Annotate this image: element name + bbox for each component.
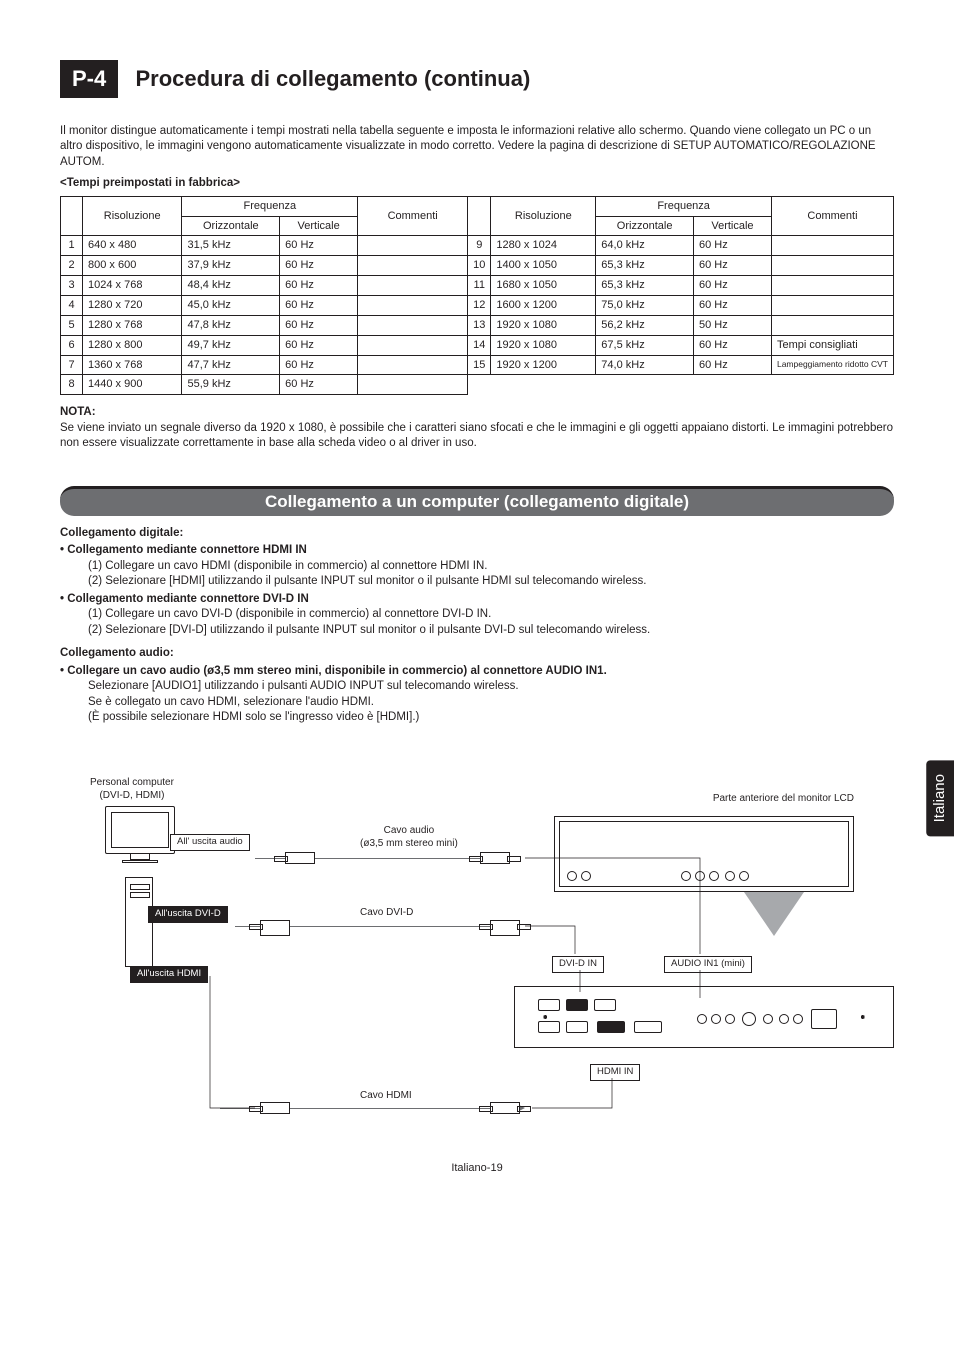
timing-table: Risoluzione Frequenza Commenti Risoluzio… bbox=[60, 196, 894, 395]
monitor-front-label: Parte anteriore del monitor LCD bbox=[713, 792, 854, 806]
section-number: P-4 bbox=[60, 60, 118, 98]
dvi-step-2: (2) Selezionare [DVI-D] utilizzando il p… bbox=[60, 623, 894, 639]
table-row: 31024 x 76848,4 kHz60 Hz111680 x 105065,… bbox=[61, 276, 894, 296]
page-header: P-4 Procedura di collegamento (continua) bbox=[60, 60, 894, 98]
connector-panel-icon bbox=[514, 986, 894, 1048]
table-header-row-1: Risoluzione Frequenza Commenti Risoluzio… bbox=[61, 196, 894, 216]
hdmi-bullet: Collegamento mediante connettore HDMI IN bbox=[60, 543, 894, 559]
note-body: Se viene inviato un segnale diverso da 1… bbox=[60, 421, 894, 452]
col-frequenza-2: Frequenza bbox=[596, 196, 772, 216]
table-row: 51280 x 76847,8 kHz60 Hz131920 x 108056,… bbox=[61, 315, 894, 335]
tripod-icon bbox=[744, 892, 804, 936]
col-commenti: Commenti bbox=[358, 196, 468, 236]
dvi-step-1: (1) Collegare un cavo DVI-D (disponibile… bbox=[60, 607, 894, 623]
dvi-bullet: Collegamento mediante connettore DVI-D I… bbox=[60, 592, 894, 608]
audio-out-label: All' uscita audio bbox=[170, 834, 250, 851]
cable-hdmi-label: Cavo HDMI bbox=[360, 1089, 412, 1103]
cable-audio-1: Cavo audio bbox=[384, 825, 435, 836]
col-vert: Verticale bbox=[280, 216, 358, 236]
pc-label-2: (DVI-D, HDMI) bbox=[99, 790, 164, 801]
digital-head: Collegamento digitale: bbox=[60, 526, 894, 542]
note-head: NOTA: bbox=[60, 405, 894, 421]
language-side-tab: Italiano bbox=[926, 760, 954, 836]
port-hdmi-label: HDMI IN bbox=[590, 1064, 640, 1081]
audio-line-2: Se è collegato un cavo HDMI, selezionare… bbox=[60, 695, 894, 711]
dvi-out-label: All'uscita DVI-D bbox=[148, 906, 228, 923]
table-row: 61280 x 80049,7 kHz60 Hz141920 x 108067,… bbox=[61, 335, 894, 355]
hdmi-out-label: All'uscita HDMI bbox=[130, 966, 208, 983]
table-row: 41280 x 72045,0 kHz60 Hz121600 x 120075,… bbox=[61, 295, 894, 315]
hdmi-plug-left-icon bbox=[260, 1102, 290, 1114]
table-row: 81440 x 90055,9 kHz60 Hz bbox=[61, 375, 894, 395]
audio-plug-right-icon bbox=[480, 852, 510, 864]
col-risoluzione-2: Risoluzione bbox=[491, 196, 596, 236]
pc-label: Personal computer (DVI-D, HDMI) bbox=[90, 776, 174, 803]
col-frequenza: Frequenza bbox=[182, 196, 358, 216]
col-risoluzione: Risoluzione bbox=[83, 196, 182, 236]
dvi-plug-right-icon bbox=[490, 920, 520, 936]
col-orizz-2: Orizzontale bbox=[596, 216, 694, 236]
col-vert-2: Verticale bbox=[693, 216, 771, 236]
port-audio-label: AUDIO IN1 (mini) bbox=[664, 956, 752, 973]
audio-head: Collegamento audio: bbox=[60, 646, 894, 662]
col-orizz: Orizzontale bbox=[182, 216, 280, 236]
pc-label-1: Personal computer bbox=[90, 777, 174, 788]
hdmi-step-1: (1) Collegare un cavo HDMI (disponibile … bbox=[60, 559, 894, 575]
audio-line-1: Selezionare [AUDIO1] utilizzando i pulsa… bbox=[60, 679, 894, 695]
hdmi-plug-right-icon bbox=[490, 1102, 520, 1114]
audio-bullet: Collegare un cavo audio (ø3,5 mm stereo … bbox=[60, 664, 894, 680]
page-footer: Italiano-19 bbox=[0, 1161, 954, 1176]
digital-connection-block: Collegamento digitale: Collegamento medi… bbox=[60, 526, 894, 726]
intro-paragraph: Il monitor distingue automaticamente i t… bbox=[60, 124, 894, 171]
table-row: 2800 x 60037,9 kHz60 Hz101400 x 105065,3… bbox=[61, 256, 894, 276]
subsection-title: Collegamento a un computer (collegamento… bbox=[265, 491, 689, 514]
cable-dvi-label: Cavo DVI-D bbox=[360, 906, 413, 920]
connection-diagram: Personal computer (DVI-D, HDMI) Parte an… bbox=[60, 776, 894, 1156]
section-title: Procedura di collegamento (continua) bbox=[135, 64, 530, 94]
table-row: 1640 x 48031,5 kHz60 Hz91280 x 102464,0 … bbox=[61, 236, 894, 256]
col-commenti-2: Commenti bbox=[771, 196, 893, 236]
audio-line-3: (È possibile selezionare HDMI solo se l'… bbox=[60, 710, 894, 726]
subsection-bar: Collegamento a un computer (collegamento… bbox=[60, 486, 894, 516]
dvi-plug-left-icon bbox=[260, 920, 290, 936]
cable-audio-label: Cavo audio (ø3,5 mm stereo mini) bbox=[360, 824, 458, 851]
hdmi-step-2: (2) Selezionare [HDMI] utilizzando il pu… bbox=[60, 574, 894, 590]
monitor-back-icon bbox=[554, 816, 854, 892]
audio-plug-left-icon bbox=[285, 852, 315, 864]
preset-heading: <Tempi preimpostati in fabbrica> bbox=[60, 176, 894, 192]
table-row: 71360 x 76847,7 kHz60 Hz151920 x 120074,… bbox=[61, 355, 894, 375]
port-dvi-label: DVI-D IN bbox=[552, 956, 604, 973]
cable-audio-2: (ø3,5 mm stereo mini) bbox=[360, 838, 458, 849]
